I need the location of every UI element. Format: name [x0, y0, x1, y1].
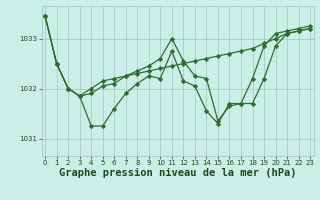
X-axis label: Graphe pression niveau de la mer (hPa): Graphe pression niveau de la mer (hPa): [59, 168, 296, 178]
